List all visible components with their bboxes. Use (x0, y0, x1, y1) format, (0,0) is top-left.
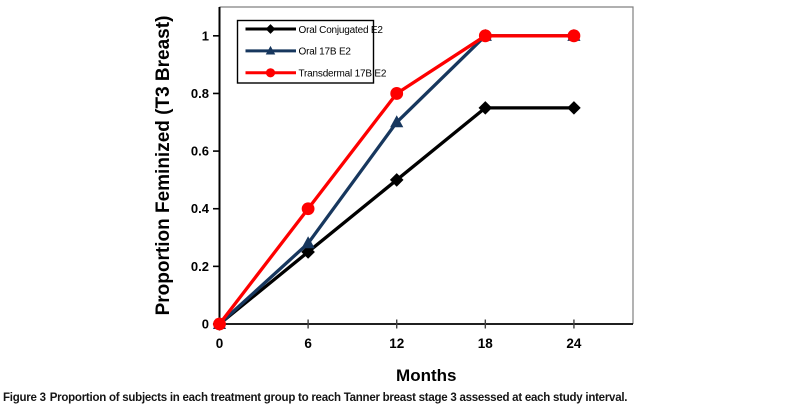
figure-caption: Figure 3 Proportion of subjects in each t… (3, 391, 791, 406)
legend-item: Oral Conjugated E2 (245, 24, 384, 36)
figure-caption-text: Proportion of subjects in each treatment… (49, 392, 628, 404)
y-axis-ticks: 0 0.2 0.4 0.6 0.8 1 (191, 28, 220, 332)
plot-border (219, 6, 634, 324)
series-oral-conjugated-e2 (212, 101, 581, 331)
axes (218, 7, 633, 325)
legend-label: Oral Conjugated E2 (299, 25, 384, 36)
figure-caption-label: Figure 3 (3, 392, 46, 404)
x-axis-ticks: 0 6 12 18 24 (216, 319, 582, 351)
svg-text:0.8: 0.8 (191, 86, 209, 101)
legend: Oral Conjugated E2 Oral 17B E2 Transdermal… (236, 19, 387, 84)
line-chart: 0 0.2 0.4 0.6 0.8 1 0 6 12 18 24 Proportion Feminiz… (153, 6, 634, 385)
legend-label: Oral 17B E2 (299, 47, 352, 58)
svg-text:0.4: 0.4 (191, 201, 210, 216)
y-axis-title: Proportion Feminized (T3 Breast) (153, 16, 174, 316)
svg-text:6: 6 (304, 336, 312, 351)
legend-item: Oral 17B E2 (245, 45, 352, 58)
legend-label: Transdermal 17B E2 (299, 69, 387, 80)
svg-text:0.6: 0.6 (191, 144, 209, 159)
x-axis-title: Months (396, 366, 456, 385)
svg-text:1: 1 (202, 28, 209, 43)
svg-text:18: 18 (478, 336, 494, 351)
svg-text:0: 0 (202, 317, 209, 332)
svg-text:12: 12 (389, 336, 404, 351)
legend-item: Transdermal 17B E2 (245, 68, 387, 80)
svg-text:24: 24 (566, 336, 582, 351)
svg-text:0.2: 0.2 (191, 259, 209, 274)
svg-text:0: 0 (216, 336, 224, 351)
series-transdermal-17b-e2 (213, 29, 581, 331)
